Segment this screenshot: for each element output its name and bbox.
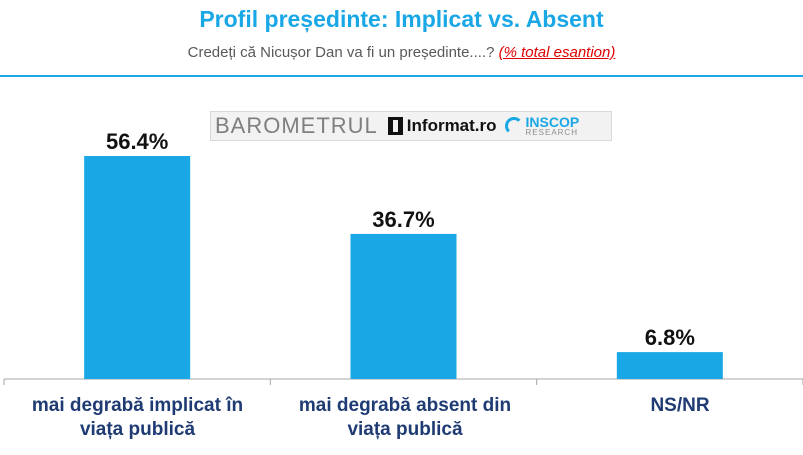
sponsor-logo-banner: BAROMETRUL Informat.ro INSCOP RESEARCH bbox=[210, 111, 612, 141]
chart-title: Profil președinte: Implicat vs. Absent bbox=[199, 6, 604, 32]
bar-0 bbox=[84, 156, 191, 379]
informat-logo: Informat.ro bbox=[387, 116, 497, 136]
bar-value-label-1: 36.7% bbox=[372, 207, 434, 232]
informat-mark-icon bbox=[387, 117, 403, 135]
bar-value-label-2: 6.8% bbox=[645, 325, 695, 350]
sample-note: (% total esantion) bbox=[498, 44, 616, 61]
survey-question: Credeți că Nicușor Dan va fi un președin… bbox=[187, 44, 495, 61]
informat-logo-text: Informat.ro bbox=[406, 116, 497, 135]
chart-subtitle: Credeți că Nicușor Dan va fi un președin… bbox=[0, 44, 803, 61]
category-label-nsnr: NS/NR bbox=[650, 395, 710, 416]
header-divider bbox=[0, 75, 803, 77]
category-label-implicat: mai degrabă implicat în viața publică bbox=[31, 395, 244, 440]
inscop-logo: INSCOP RESEARCH bbox=[504, 114, 580, 137]
inscop-logo-text: INSCOP bbox=[525, 114, 580, 130]
bar-1 bbox=[350, 233, 457, 379]
barometrul-logo: BAROMETRUL bbox=[215, 113, 378, 138]
bar-2 bbox=[616, 352, 723, 379]
inscop-research-text: RESEARCH bbox=[525, 128, 578, 137]
inscop-swoosh-icon bbox=[504, 117, 523, 135]
category-label-absent: mai degrabă absent din viața publică bbox=[298, 395, 512, 440]
bar-value-label-0: 56.4% bbox=[106, 129, 168, 154]
